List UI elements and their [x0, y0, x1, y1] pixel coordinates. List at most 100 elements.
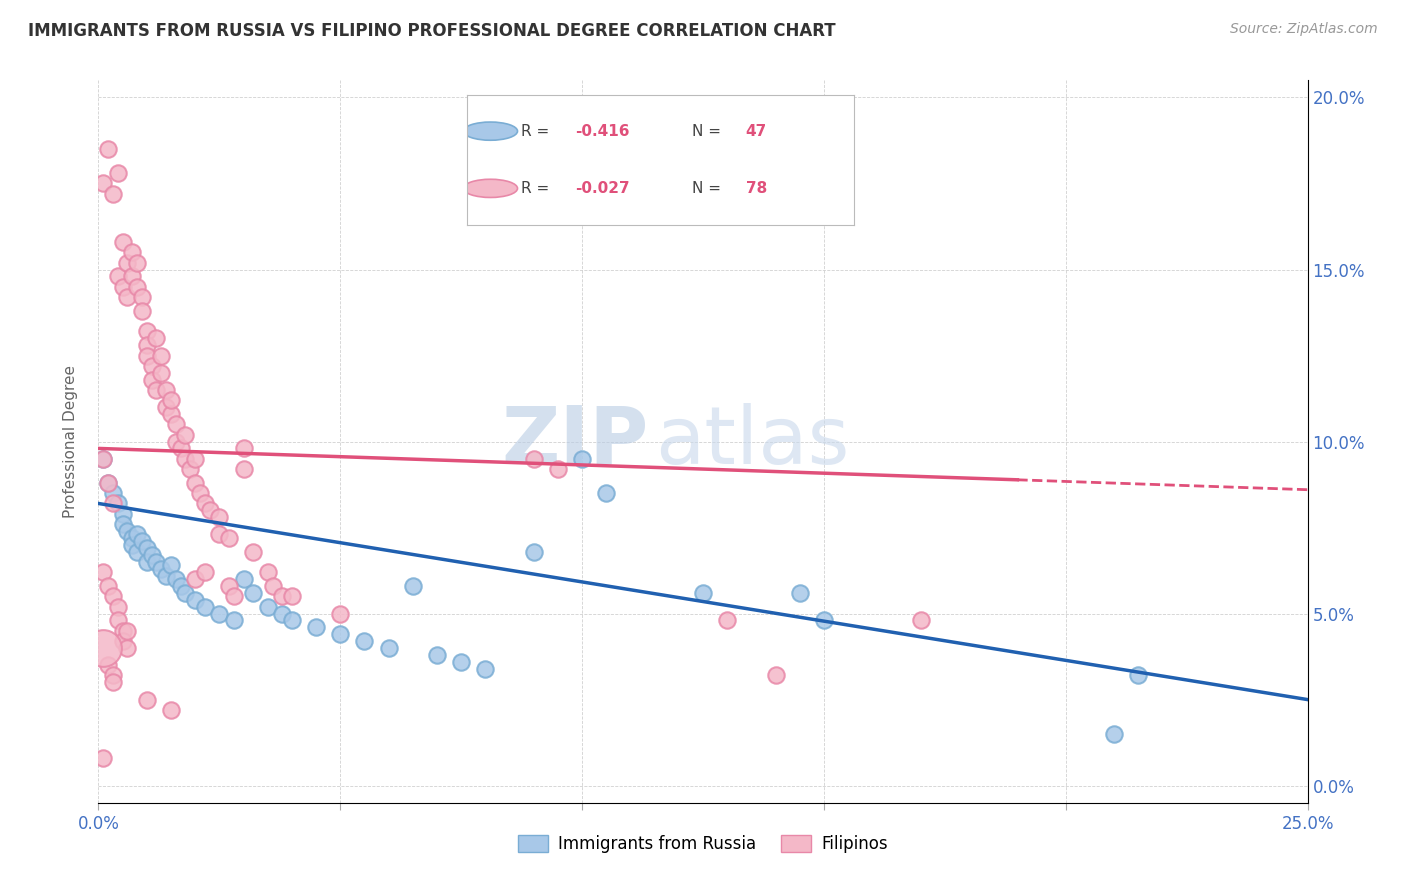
- Point: [101, 496, 124, 510]
- Point: [242, 586, 264, 600]
- Point: [169, 442, 191, 456]
- Point: [281, 590, 304, 604]
- Text: ZIP: ZIP: [502, 402, 648, 481]
- Point: [184, 572, 207, 586]
- Text: atlas: atlas: [655, 402, 849, 481]
- Point: [150, 366, 173, 380]
- Point: [271, 607, 294, 621]
- Point: [141, 359, 163, 373]
- Point: [97, 475, 120, 490]
- Point: [789, 586, 811, 600]
- Point: [353, 634, 375, 648]
- Point: [262, 579, 284, 593]
- Y-axis label: Professional Degree: Professional Degree: [63, 365, 77, 518]
- Point: [107, 614, 129, 628]
- Point: [523, 451, 546, 466]
- Point: [91, 751, 114, 765]
- Point: [198, 503, 221, 517]
- Point: [97, 142, 120, 156]
- Text: Source: ZipAtlas.com: Source: ZipAtlas.com: [1230, 22, 1378, 37]
- Point: [377, 640, 399, 655]
- Point: [256, 566, 278, 580]
- Point: [127, 544, 149, 558]
- Point: [127, 279, 149, 293]
- Point: [117, 524, 139, 538]
- Point: [127, 527, 149, 541]
- Point: [218, 531, 240, 545]
- Point: [160, 393, 183, 408]
- Point: [218, 579, 240, 593]
- Point: [256, 599, 278, 614]
- Point: [91, 177, 114, 191]
- Point: [160, 703, 183, 717]
- Point: [165, 434, 187, 449]
- Point: [121, 538, 143, 552]
- Point: [232, 572, 254, 586]
- Point: [271, 590, 294, 604]
- Point: [135, 349, 157, 363]
- Point: [145, 555, 167, 569]
- Point: [174, 427, 197, 442]
- Point: [450, 655, 472, 669]
- Point: [184, 451, 207, 466]
- Point: [145, 383, 167, 397]
- Point: [131, 290, 153, 304]
- Point: [208, 607, 231, 621]
- Point: [141, 373, 163, 387]
- Point: [160, 407, 183, 421]
- Point: [1102, 727, 1125, 741]
- Point: [474, 662, 496, 676]
- Point: [111, 507, 134, 521]
- Point: [141, 548, 163, 562]
- Point: [117, 624, 139, 638]
- Point: [208, 510, 231, 524]
- Point: [188, 486, 211, 500]
- Point: [571, 451, 593, 466]
- Point: [194, 496, 217, 510]
- Point: [107, 166, 129, 180]
- Text: IMMIGRANTS FROM RUSSIA VS FILIPINO PROFESSIONAL DEGREE CORRELATION CHART: IMMIGRANTS FROM RUSSIA VS FILIPINO PROFE…: [28, 22, 835, 40]
- Point: [121, 531, 143, 545]
- Point: [716, 614, 738, 628]
- Point: [121, 245, 143, 260]
- Point: [91, 451, 114, 466]
- Point: [155, 383, 177, 397]
- Point: [107, 496, 129, 510]
- Point: [111, 634, 134, 648]
- Point: [101, 486, 124, 500]
- Point: [281, 614, 304, 628]
- Point: [402, 579, 425, 593]
- Point: [135, 325, 157, 339]
- Point: [184, 475, 207, 490]
- Point: [222, 590, 245, 604]
- Point: [165, 572, 187, 586]
- Point: [117, 255, 139, 269]
- Point: [208, 527, 231, 541]
- Point: [101, 590, 124, 604]
- Point: [91, 566, 114, 580]
- Point: [232, 462, 254, 476]
- Point: [692, 586, 714, 600]
- Point: [547, 462, 569, 476]
- Point: [135, 692, 157, 706]
- Point: [184, 592, 207, 607]
- Point: [91, 640, 114, 655]
- Point: [813, 614, 835, 628]
- Point: [910, 614, 932, 628]
- Point: [160, 558, 183, 573]
- Point: [91, 451, 114, 466]
- Point: [97, 579, 120, 593]
- Point: [1128, 668, 1150, 682]
- Point: [101, 668, 124, 682]
- Point: [194, 599, 217, 614]
- Point: [150, 562, 173, 576]
- Point: [117, 290, 139, 304]
- Point: [169, 579, 191, 593]
- Point: [111, 624, 134, 638]
- Point: [765, 668, 787, 682]
- Point: [111, 279, 134, 293]
- Point: [131, 534, 153, 549]
- Point: [179, 462, 201, 476]
- Point: [155, 568, 177, 582]
- Point: [135, 541, 157, 556]
